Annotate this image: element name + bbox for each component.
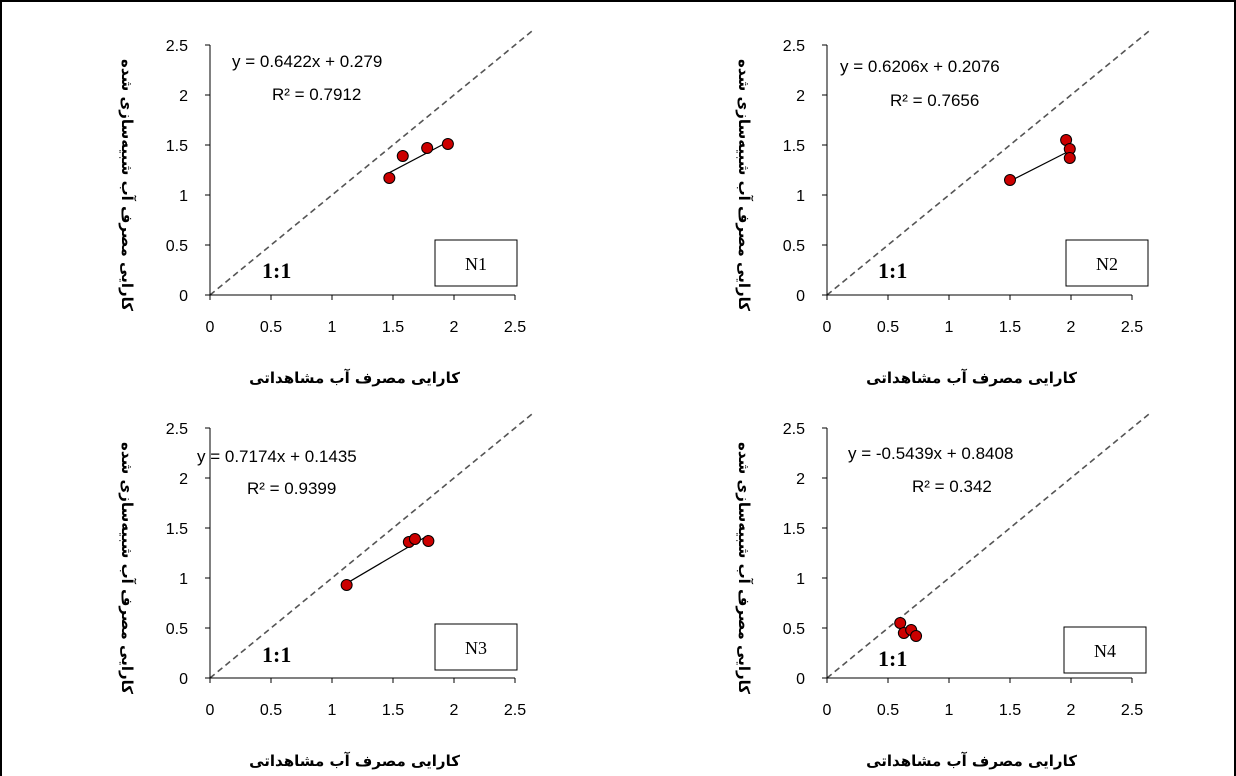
y-tick-label: 1.5 bbox=[783, 521, 805, 538]
data-point bbox=[894, 617, 907, 629]
one-to-one-label: 1:1 bbox=[878, 258, 907, 283]
y-tick-label: 0 bbox=[796, 288, 805, 305]
y-axis-title: کارایی مصرف آب شبیه‌سازی شده bbox=[118, 59, 136, 311]
x-tick-label: 1 bbox=[328, 702, 337, 719]
y-tick-label: 1 bbox=[179, 188, 188, 205]
regression-equation: y = -0.5439x + 0.8408 bbox=[848, 444, 1013, 463]
y-tick-label: 1.5 bbox=[166, 521, 188, 538]
y-tick-label: 0 bbox=[179, 671, 188, 688]
x-axis-title: کارایی مصرف آب مشاهداتی bbox=[249, 752, 460, 770]
regression-equation: y = 0.7174x + 0.1435 bbox=[197, 447, 357, 466]
panel-label-box bbox=[434, 239, 518, 287]
y-tick-label: 0.5 bbox=[166, 238, 188, 255]
data-point bbox=[383, 172, 396, 184]
one-to-one-label: 1:1 bbox=[262, 258, 291, 283]
data-point bbox=[421, 142, 434, 154]
y-tick-label: 0.5 bbox=[783, 238, 805, 255]
y-tick-label: 0.5 bbox=[783, 621, 805, 638]
r-squared-label: R² = 0.342 bbox=[912, 477, 992, 496]
y-axis-title: کارایی مصرف آب شبیه‌سازی شده bbox=[735, 442, 753, 694]
x-tick-label: 0.5 bbox=[260, 319, 282, 336]
one-to-one-label: 1:1 bbox=[878, 646, 907, 671]
x-tick-label: 0 bbox=[823, 319, 832, 336]
y-tick-label: 0 bbox=[179, 288, 188, 305]
y-tick-label: 2 bbox=[796, 88, 805, 105]
trend-line bbox=[1009, 150, 1071, 182]
panel-label-box bbox=[434, 623, 518, 671]
trend-line bbox=[389, 141, 449, 174]
panel-label: N1 bbox=[465, 254, 487, 274]
data-point bbox=[441, 138, 454, 150]
x-axis-title: کارایی مصرف آب مشاهداتی bbox=[249, 369, 460, 387]
y-tick-label: 1 bbox=[796, 571, 805, 588]
x-tick-label: 0 bbox=[823, 702, 832, 719]
data-point bbox=[422, 535, 435, 547]
data-point bbox=[1004, 174, 1016, 186]
x-tick-label: 1 bbox=[945, 319, 954, 336]
y-tick-label: 2.5 bbox=[783, 421, 805, 438]
x-tick-label: 2.5 bbox=[1121, 702, 1143, 719]
y-tick-label: 1.5 bbox=[166, 138, 188, 155]
data-point bbox=[910, 630, 923, 642]
data-point bbox=[396, 150, 409, 162]
r-squared-label: R² = 0.7912 bbox=[272, 85, 361, 104]
x-tick-label: 1.5 bbox=[999, 319, 1021, 336]
r-squared-label: R² = 0.7656 bbox=[890, 91, 979, 110]
x-tick-label: 2 bbox=[450, 702, 459, 719]
y-axis-title: کارایی مصرف آب شبیه‌سازی شده bbox=[118, 442, 136, 694]
y-tick-label: 1 bbox=[796, 188, 805, 205]
x-tick-label: 2 bbox=[450, 319, 459, 336]
panel-label: N4 bbox=[1094, 641, 1116, 661]
data-point bbox=[408, 533, 421, 545]
x-tick-label: 0.5 bbox=[260, 702, 282, 719]
x-tick-label: 2 bbox=[1067, 319, 1076, 336]
y-tick-label: 1 bbox=[179, 571, 188, 588]
x-axis-title: کارایی مصرف آب مشاهداتی bbox=[866, 369, 1077, 387]
x-tick-label: 0.5 bbox=[877, 319, 899, 336]
x-tick-label: 1 bbox=[945, 702, 954, 719]
regression-equation: y = 0.6206x + 0.2076 bbox=[840, 57, 1000, 76]
x-tick-label: 2.5 bbox=[1121, 319, 1143, 336]
one-to-one-label: 1:1 bbox=[262, 642, 291, 667]
panel-n1: 0 0.5 1 1.5 2 2.5 0 0.5 1 1.5 2 2.5 کارایی مصرف آب م… bbox=[118, 29, 534, 387]
panel-label-box bbox=[1065, 239, 1149, 287]
x-axis-title: کارایی مصرف آب مشاهداتی bbox=[866, 752, 1077, 770]
y-tick-label: 2 bbox=[179, 88, 188, 105]
y-tick-label: 0 bbox=[796, 671, 805, 688]
y-tick-label: 1.5 bbox=[783, 138, 805, 155]
x-tick-label: 2.5 bbox=[504, 702, 526, 719]
y-tick-label: 2 bbox=[796, 471, 805, 488]
panel-n3: 0 0.5 1 1.5 2 2.5 0 0.5 1 1.5 2 2.5 کارایی مصرف آب م… bbox=[118, 412, 534, 770]
x-tick-label: 1.5 bbox=[382, 319, 404, 336]
y-axis-title: کارایی مصرف آب شبیه‌سازی شده bbox=[735, 59, 753, 311]
data-point bbox=[340, 579, 353, 591]
y-tick-label: 2.5 bbox=[783, 38, 805, 55]
x-tick-label: 2 bbox=[1067, 702, 1076, 719]
x-tick-label: 1 bbox=[328, 319, 337, 336]
panel-n2: 0 0.5 1 1.5 2 2.5 0 0.5 1 1.5 2 2.5 کارایی مصرف آب م… bbox=[735, 29, 1151, 387]
y-tick-label: 2 bbox=[179, 471, 188, 488]
data-point bbox=[1063, 152, 1076, 164]
r-squared-label: R² = 0.9399 bbox=[247, 479, 336, 498]
x-tick-label: 1.5 bbox=[999, 702, 1021, 719]
panel-n4: 0 0.5 1 1.5 2 2.5 0 0.5 1 1.5 2 2.5 کارایی مصرف آب م… bbox=[735, 412, 1151, 770]
x-tick-label: 0 bbox=[206, 319, 215, 336]
x-tick-label: 1.5 bbox=[382, 702, 404, 719]
y-tick-label: 0.5 bbox=[166, 621, 188, 638]
panel-label: N2 bbox=[1096, 254, 1118, 274]
panel-label: N3 bbox=[465, 638, 487, 658]
x-tick-label: 0 bbox=[206, 702, 215, 719]
panel-label-box bbox=[1063, 626, 1147, 674]
regression-equation: y = 0.6422x + 0.279 bbox=[232, 52, 382, 71]
x-tick-label: 2.5 bbox=[504, 319, 526, 336]
y-tick-label: 2.5 bbox=[166, 421, 188, 438]
y-tick-label: 2.5 bbox=[166, 38, 188, 55]
x-tick-label: 0.5 bbox=[877, 702, 899, 719]
